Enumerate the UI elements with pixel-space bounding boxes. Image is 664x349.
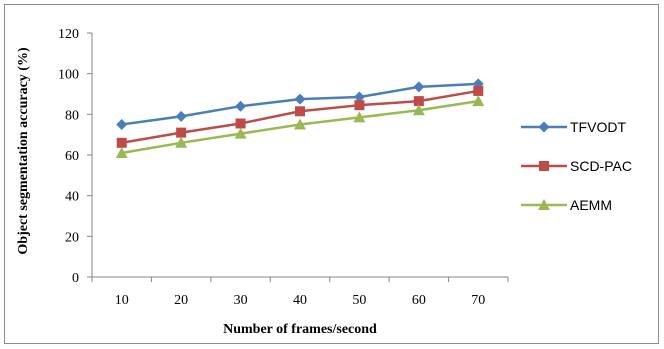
data-point-scd-pac [413, 96, 424, 107]
y-tick-label: 40 [65, 190, 79, 205]
y-tick-label: 100 [58, 68, 79, 83]
data-point-tfvodt [353, 91, 365, 103]
legend-marker-tfvodt [538, 121, 550, 133]
y-axis-ticks: 0 20 40 60 80 100 120 [58, 27, 92, 286]
x-tick-label: 60 [412, 293, 426, 308]
data-point-scd-pac [295, 106, 305, 117]
data-point-aemm [294, 118, 306, 130]
data-point-tfvodt [235, 100, 247, 112]
x-tick-label: 10 [115, 293, 129, 308]
x-tick-label: 30 [234, 293, 248, 308]
y-axis-title: Object segmentation accuracy (%) [16, 47, 31, 255]
legend-marker-aemm [538, 199, 550, 210]
data-point-scd-pac [473, 85, 484, 96]
data-point-aemm [472, 95, 485, 107]
data-point-tfvodt [116, 119, 128, 130]
data-point-aemm [412, 104, 425, 116]
x-tick-label: 20 [174, 293, 188, 308]
legend-item-tfvodt: TFVODT [521, 119, 626, 135]
series-aemm [115, 95, 485, 158]
legend-marker-scd-pac [539, 161, 549, 171]
legend: TFVODT SCD-PAC AEMM [521, 119, 632, 213]
data-point-aemm [175, 136, 188, 148]
chart-frame [4, 4, 659, 344]
data-point-aemm [115, 146, 128, 158]
x-axis-title: Number of frames/second [223, 322, 377, 337]
legend-label-tfvodt: TFVODT [570, 119, 626, 135]
data-point-scd-pac [116, 137, 127, 148]
x-tick-label: 50 [352, 293, 366, 308]
x-tick-label: 40 [293, 293, 307, 308]
legend-label-aemm: AEMM [570, 197, 612, 213]
data-point-aemm [234, 127, 247, 139]
data-point-scd-pac [354, 100, 365, 111]
data-point-scd-pac [235, 118, 246, 129]
data-point-scd-pac [176, 127, 187, 138]
y-tick-label: 0 [72, 271, 79, 286]
series-scd-pac [116, 85, 484, 148]
plot-area [91, 33, 508, 278]
data-point-tfvodt [413, 81, 425, 93]
data-point-tfvodt [294, 93, 306, 105]
y-tick-label: 80 [65, 108, 79, 123]
x-axis-ticks: 10 20 30 40 50 60 70 [91, 277, 509, 308]
series-group [115, 78, 485, 158]
data-point-tfvodt [175, 110, 187, 122]
legend-item-aemm: AEMM [521, 197, 612, 213]
y-tick-label: 120 [58, 27, 79, 42]
legend-item-scd-pac: SCD-PAC [521, 158, 632, 174]
x-tick-label: 70 [471, 293, 485, 308]
y-tick-label: 60 [65, 149, 79, 164]
legend-label-scd-pac: SCD-PAC [570, 158, 632, 174]
y-tick-label: 20 [65, 230, 79, 245]
data-point-aemm [353, 111, 366, 123]
